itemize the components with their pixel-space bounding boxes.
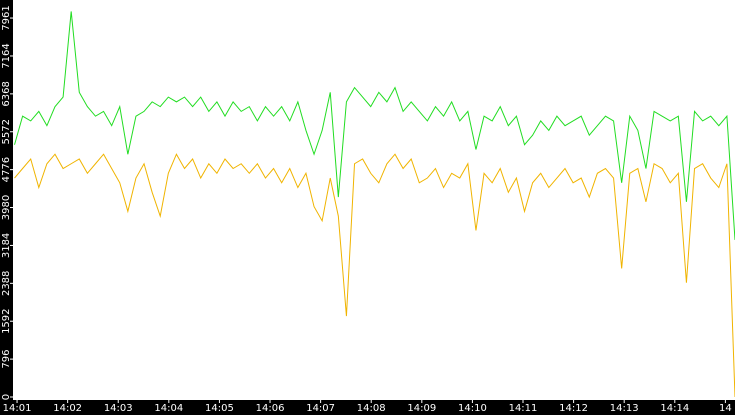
- x-tick-label: 14:05: [205, 403, 234, 414]
- data-line: [14, 153, 735, 398]
- x-tick-label: 14:12: [559, 403, 588, 414]
- x-tick-label: 14:09: [407, 403, 436, 414]
- y-tick-label: 7164: [1, 43, 12, 68]
- x-tick-label: 14:07: [306, 403, 335, 414]
- y-tick-label: 3980: [1, 195, 12, 220]
- y-tick-label: 6368: [1, 81, 12, 106]
- y-tick-label: 3184: [1, 233, 12, 258]
- y-tick-label: 2388: [1, 271, 12, 296]
- x-tick-label: 14:11: [509, 403, 538, 414]
- x-tick-label: 14:06: [256, 403, 285, 414]
- data-line: [14, 11, 735, 240]
- y-tick-label: 7961: [1, 5, 12, 30]
- x-tick-label: 14:14: [660, 403, 689, 414]
- x-tick-label: 14:04: [154, 403, 183, 414]
- y-axis-band: [0, 0, 13, 415]
- y-tick-label: 796: [1, 350, 12, 369]
- x-tick-label: 14:10: [458, 403, 487, 414]
- x-tick-label: 14: [719, 403, 732, 414]
- y-tick-label: 5572: [1, 119, 12, 144]
- y-tick-label: 0: [1, 394, 12, 400]
- x-axis-band: [0, 400, 735, 415]
- x-tick-label: 14:13: [610, 403, 639, 414]
- x-tick-label: 14:03: [104, 403, 133, 414]
- y-tick-label: 4776: [1, 157, 12, 182]
- x-tick-label: 14:02: [53, 403, 82, 414]
- x-tick-label: 14:01: [3, 403, 32, 414]
- y-tick-label: 1592: [1, 308, 12, 333]
- x-tick-label: 14:08: [357, 403, 386, 414]
